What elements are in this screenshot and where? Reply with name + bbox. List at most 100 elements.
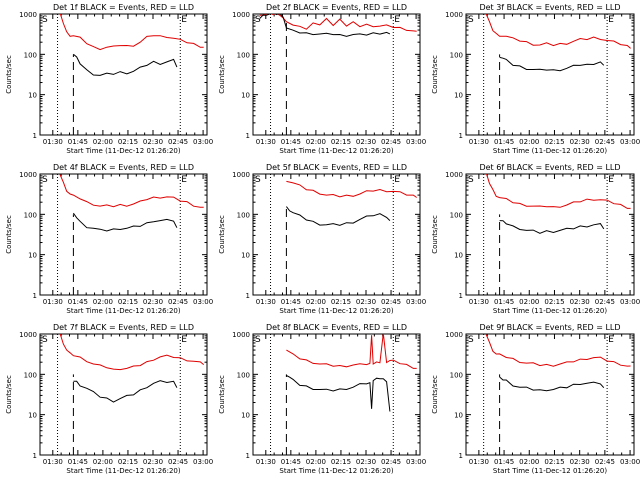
x-tick-label: 02:45 <box>381 298 401 306</box>
x-tick-label: 02:00 <box>93 458 113 466</box>
end-marker: E <box>608 175 614 185</box>
x-tick-label: 02:15 <box>544 458 564 466</box>
y-axis-label: Counts/sec <box>218 215 226 254</box>
y-axis-label: Counts/sec <box>218 55 226 94</box>
events-series-line <box>499 56 605 72</box>
y-tick-label: 1 <box>33 452 37 460</box>
lld-series-line <box>59 334 205 371</box>
x-tick-label: 02:00 <box>519 298 539 306</box>
x-tick-label: 02:30 <box>570 138 590 146</box>
chart-title: Det 1f BLACK = Events, RED = LLD <box>53 3 194 12</box>
events-series-line <box>259 14 391 37</box>
plot-frame <box>252 333 421 456</box>
plot-area <box>483 174 631 295</box>
plot-frame <box>465 13 635 136</box>
end-marker: E <box>181 15 187 25</box>
y-tick-label: 10 <box>28 92 37 100</box>
plot-frame <box>39 333 208 456</box>
y-tick-label: 1000 <box>19 11 37 19</box>
y-tick-label: 100 <box>450 371 463 379</box>
x-tick-label: 02:15 <box>118 298 138 306</box>
end-marker: E <box>608 335 614 345</box>
y-tick-label: 1 <box>459 132 463 140</box>
y-tick-label: 100 <box>24 51 37 59</box>
y-tick-label: 1000 <box>445 331 463 339</box>
plot-area <box>270 334 417 455</box>
x-tick-label: 01:45 <box>281 298 301 306</box>
x-axis-label: Start Time (11-Dec-12 01:26:20) <box>66 147 180 155</box>
plot-frame <box>39 13 208 136</box>
y-tick-label: 100 <box>237 51 250 59</box>
x-tick-label: 01:45 <box>281 458 301 466</box>
x-tick-label: 03:00 <box>406 298 426 306</box>
x-tick-label: 02:00 <box>93 138 113 146</box>
x-tick-label: 01:30 <box>43 458 63 466</box>
chart-title: Det 2f BLACK = Events, RED = LLD <box>266 3 407 12</box>
start-marker: S <box>468 15 474 25</box>
x-tick-label: 01:30 <box>256 298 276 306</box>
y-tick-label: 10 <box>241 92 250 100</box>
end-marker: E <box>394 335 400 345</box>
events-series-line <box>286 375 391 412</box>
lld-series-line <box>59 14 204 51</box>
x-tick-label: 03:00 <box>193 298 213 306</box>
y-axis-label: Counts/sec <box>5 215 13 254</box>
x-tick-label: 02:30 <box>356 298 376 306</box>
x-tick-label: 02:30 <box>143 138 163 146</box>
chart-panel-2: Det 2f BLACK = Events, RED = LLD 1 10 100 10… <box>218 3 426 155</box>
start-marker: S <box>255 335 261 345</box>
chart-panel-3: Det 3f BLACK = Events, RED = LLD 1 10 100 10… <box>431 3 640 155</box>
y-tick-label: 1000 <box>232 331 250 339</box>
x-axis-label: Start Time (11-Dec-12 01:26:20) <box>279 147 393 155</box>
y-tick-label: 1 <box>33 132 37 140</box>
y-tick-label: 1000 <box>19 331 37 339</box>
y-tick-label: 1000 <box>445 171 463 179</box>
end-marker: E <box>181 175 187 185</box>
x-tick-label: 02:15 <box>331 298 351 306</box>
events-series-line <box>499 220 605 234</box>
chart-title: Det 7f BLACK = Events, RED = LLD <box>53 323 194 332</box>
plot-area <box>270 174 417 295</box>
x-axis-label: Start Time (11-Dec-12 01:26:20) <box>279 307 393 315</box>
events-series-line <box>286 206 391 226</box>
x-tick-label: 03:00 <box>193 138 213 146</box>
y-tick-label: 10 <box>28 412 37 420</box>
y-tick-label: 100 <box>237 211 250 219</box>
x-tick-label: 02:45 <box>595 298 615 306</box>
x-tick-label: 03:00 <box>406 138 426 146</box>
plot-area <box>259 14 417 135</box>
chart-panel-8: Det 8f BLACK = Events, RED = LLD 1 10 100 10… <box>218 323 426 475</box>
events-series-line <box>72 212 178 232</box>
start-marker: S <box>255 175 261 185</box>
events-series-line <box>73 53 178 76</box>
x-axis-label: Start Time (11-Dec-12 01:26:20) <box>279 467 393 475</box>
x-tick-label: 01:45 <box>494 138 514 146</box>
x-tick-label: 02:15 <box>118 458 138 466</box>
x-tick-label: 02:30 <box>570 458 590 466</box>
x-tick-label: 01:30 <box>469 458 489 466</box>
end-marker: E <box>608 15 614 25</box>
x-axis-label: Start Time (11-Dec-12 01:26:20) <box>66 467 180 475</box>
x-tick-label: 01:30 <box>43 298 63 306</box>
y-tick-label: 100 <box>450 51 463 59</box>
x-tick-label: 02:15 <box>331 458 351 466</box>
plot-frame <box>252 13 421 136</box>
y-axis-label: Counts/sec <box>5 375 13 414</box>
end-marker: E <box>394 15 400 25</box>
x-tick-label: 03:00 <box>193 458 213 466</box>
y-tick-label: 1 <box>246 132 250 140</box>
x-tick-label: 01:45 <box>68 298 88 306</box>
x-tick-label: 01:30 <box>469 138 489 146</box>
x-tick-label: 01:30 <box>43 138 63 146</box>
plot-area <box>483 14 631 135</box>
x-tick-label: 01:30 <box>256 458 276 466</box>
lld-series-line <box>286 180 417 198</box>
lld-series-line <box>286 334 417 369</box>
plot-area <box>57 174 204 295</box>
start-marker: S <box>42 335 48 345</box>
x-tick-label: 02:45 <box>168 458 188 466</box>
y-tick-label: 10 <box>28 252 37 260</box>
chart-panel-6: Det 6f BLACK = Events, RED = LLD 1 10 100 10… <box>431 163 640 315</box>
x-tick-label: 03:00 <box>620 458 640 466</box>
x-tick-label: 02:15 <box>331 138 351 146</box>
